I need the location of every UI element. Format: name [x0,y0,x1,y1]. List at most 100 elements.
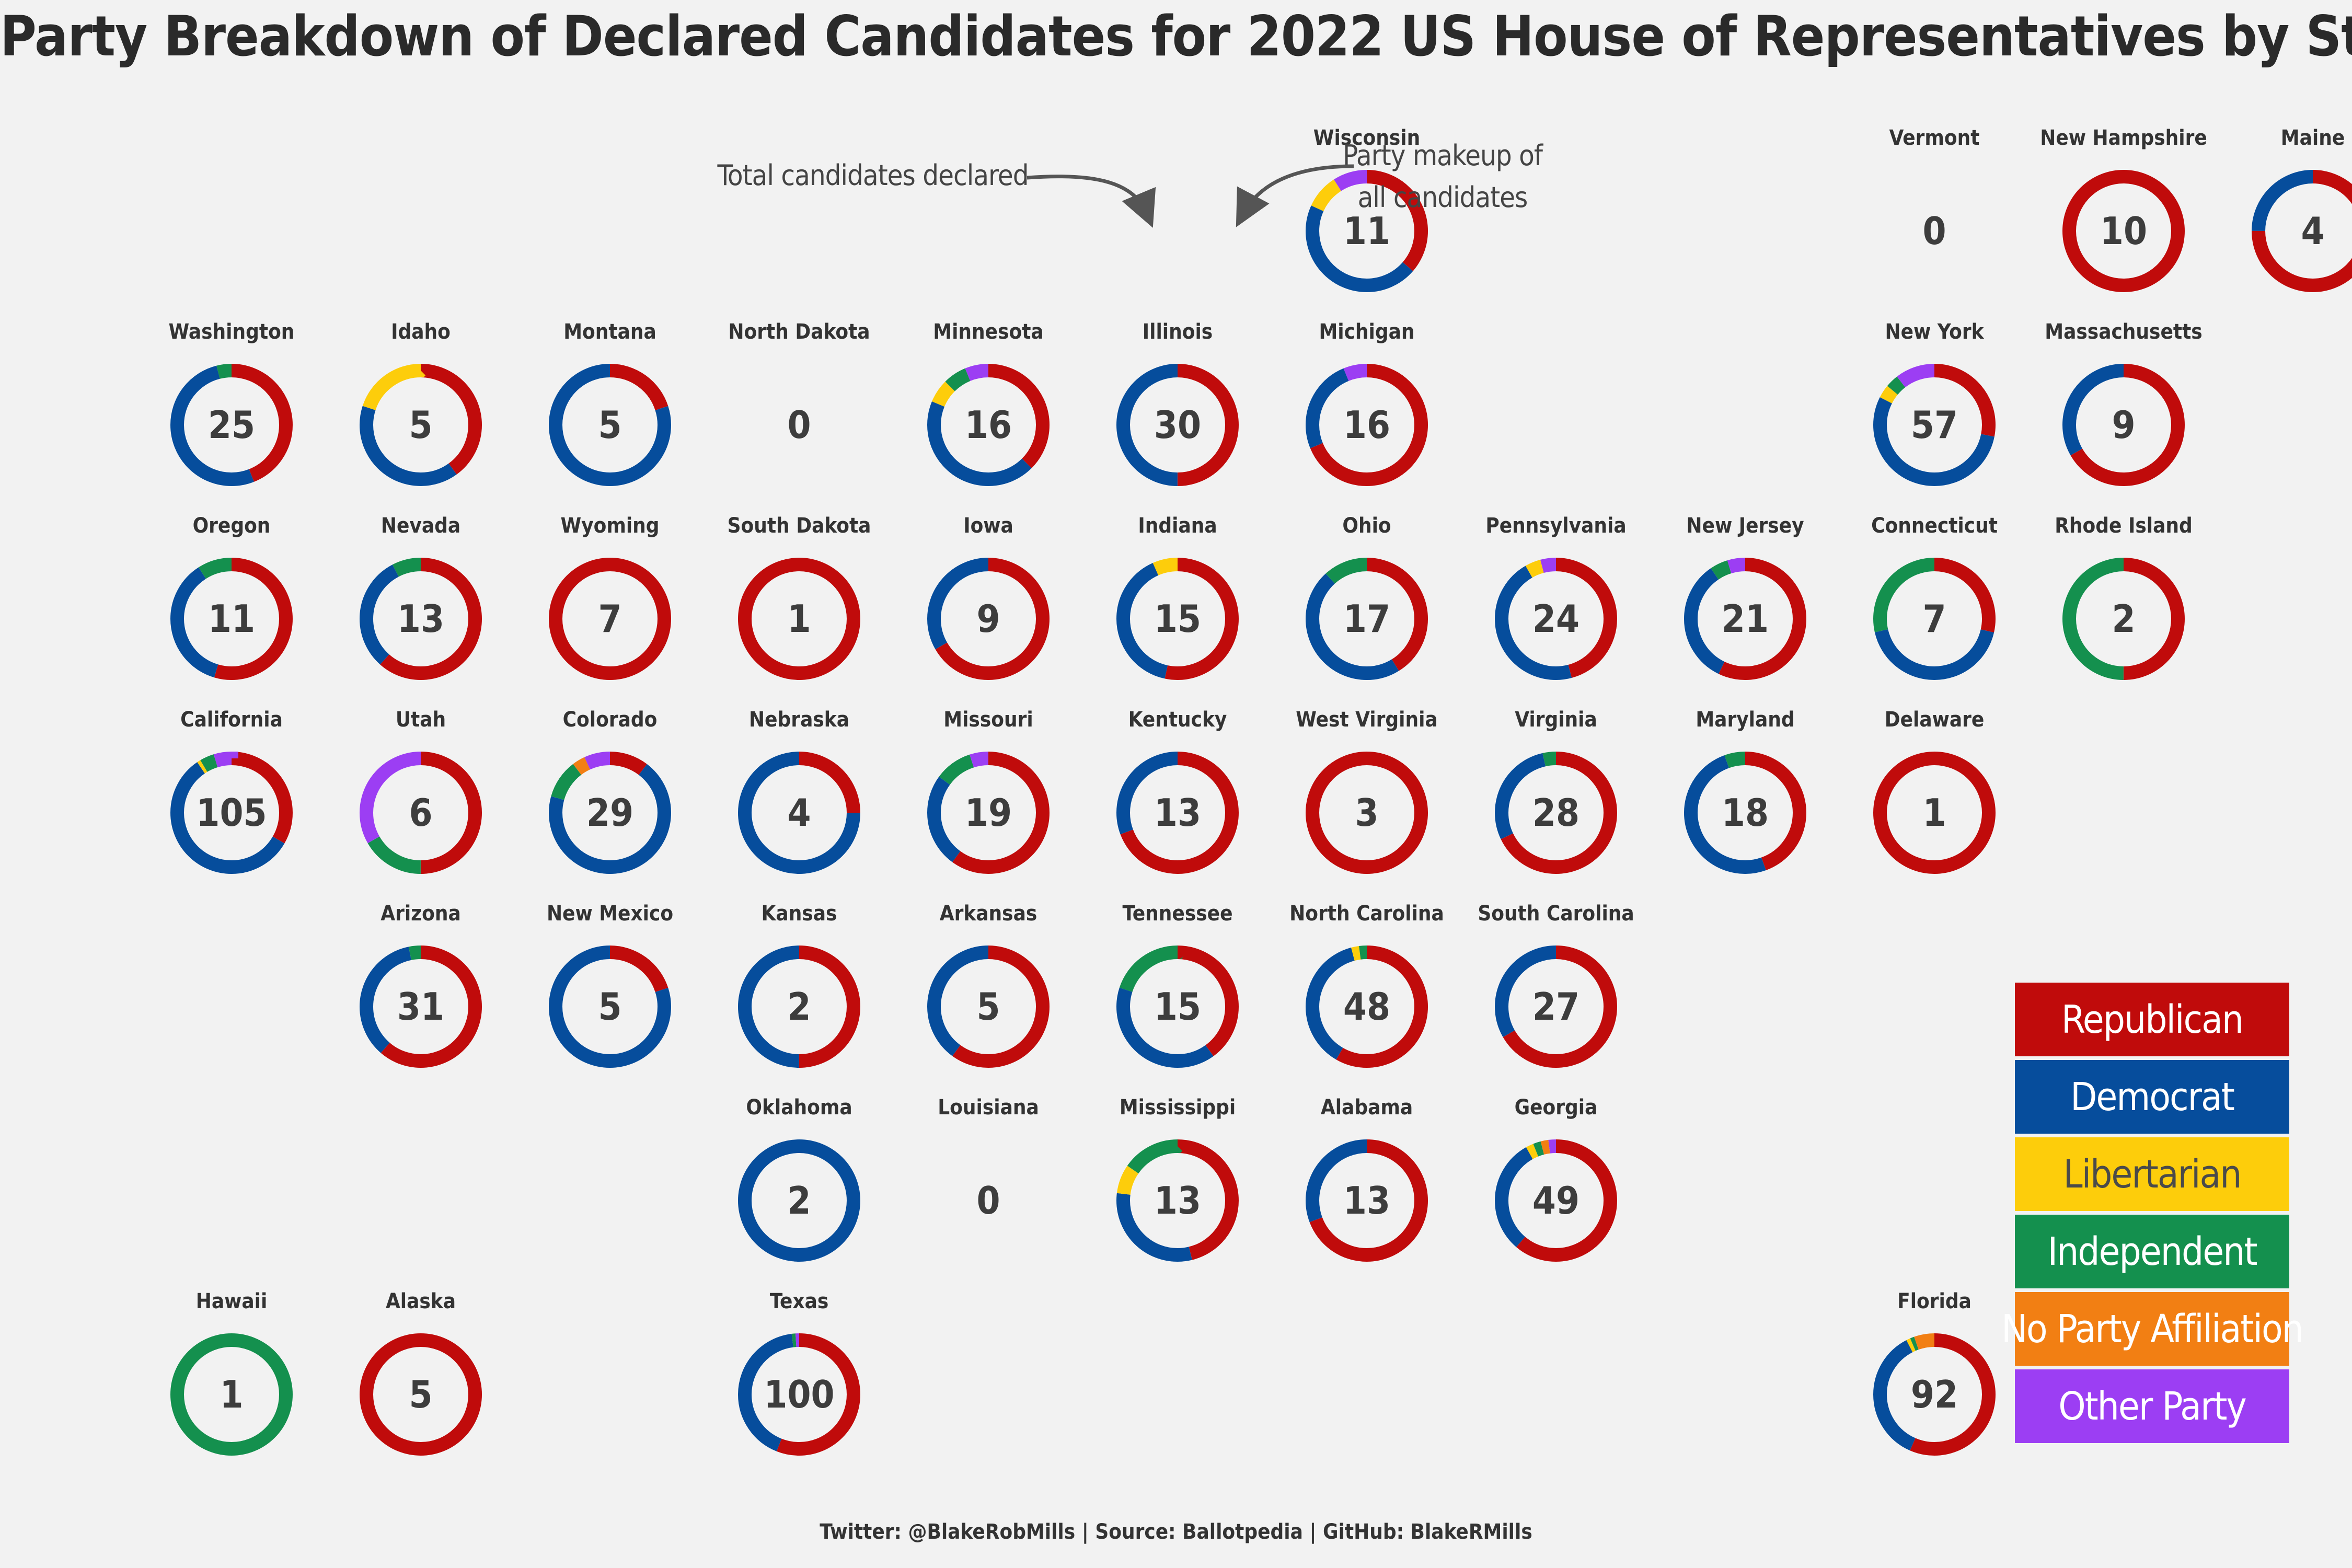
state-nebraska: Nebraska 4 [738,708,860,874]
state-label: Michigan [1319,320,1414,344]
state-total: 3 [1355,791,1378,835]
footer-credits: Twitter: @BlakeRobMills | Source: Ballot… [820,1520,1532,1544]
state-label: Pennsylvania [1485,514,1626,538]
state-label: West Virginia [1296,708,1437,732]
state-total: 11 [208,597,255,641]
state-label: Alaska [386,1289,456,1313]
state-total: 92 [1911,1373,1958,1416]
donut-segment-democrat [1306,946,1428,1068]
state-new-hampshire: New Hampshire 10 [2040,126,2207,292]
state-total: 7 [598,597,621,641]
state-total: 25 [208,403,255,447]
state-virginia: Virginia 28 [1495,708,1617,874]
state-utah: Utah 6 [360,708,482,874]
donut-segment-republican [2062,170,2185,292]
donut-segment-democrat [1495,946,1617,1068]
state-delaware: Delaware 1 [1873,708,1996,874]
state-oregon: Oregon 11 [170,514,293,680]
state-tennessee: Tennessee 15 [1116,902,1239,1068]
state-total: 1 [1922,791,1946,835]
state-label: Vermont [1889,126,1980,150]
state-total: 4 [787,791,811,835]
donut-segment-independent [360,558,482,680]
state-total: 30 [1154,403,1201,447]
state-total: 49 [1532,1179,1579,1223]
donut-segment-no-party-affiliation [1873,1333,1996,1456]
state-label: Tennessee [1123,902,1233,926]
donut-segment-other-party [1495,1139,1617,1262]
state-washington: Washington 25 [169,320,294,486]
state-north-carolina: North Carolina 48 [1289,902,1444,1068]
state-label: North Dakota [728,320,870,344]
state-ohio: Ohio 17 [1306,514,1428,680]
state-vermont: Vermont 0 [1889,126,1980,253]
state-total: 11 [1343,209,1390,253]
state-new-york: New York 57 [1873,320,1996,486]
state-total: 10 [2100,209,2147,253]
state-label: New Hampshire [2040,126,2207,150]
donut-segment-democrat [360,364,482,486]
state-total: 16 [1343,403,1390,447]
state-label: Illinois [1143,320,1213,344]
legend: Republican Democrat Libertarian Independent… [2001,983,2304,1447]
state-total: 2 [2112,597,2135,641]
donut-segment-democrat [1116,364,1239,486]
donut-segment-independent [1306,946,1428,1068]
legend-item-democrat: Democrat [2015,1060,2289,1134]
state-label: Montana [563,320,656,344]
annotation-party-makeup-line1: Party makeup of [1343,139,1543,172]
donut-segment-independent [360,946,482,1068]
annotation-total-candidates: Total candidates declared [717,159,1029,192]
donut-segment-democrat [1684,752,1806,874]
state-label: Connecticut [1871,514,1998,538]
state-label: Mississippi [1120,1096,1236,1120]
state-label: New Jersey [1686,514,1804,538]
legend-item-libertarian: Libertarian [2015,1137,2289,1211]
state-west-virginia: West Virginia 3 [1296,708,1438,874]
donut-segment-independent [1116,1139,1239,1262]
state-illinois: Illinois 30 [1116,320,1239,486]
state-montana: Montana 5 [549,320,671,486]
donut-segment-independent [1116,946,1239,1068]
donut-segment-democrat [170,752,293,874]
arrow-total [1027,175,1156,228]
state-label: Colorado [563,708,658,732]
state-total: 13 [1343,1179,1390,1223]
state-label: Wisconsin [1313,126,1421,150]
donut-segment-democrat [1495,558,1617,680]
donut-segment-other-party [927,752,1050,874]
state-oklahoma: Oklahoma 2 [738,1096,860,1262]
donut-segment-democrat [549,752,671,874]
state-texas: Texas 100 [738,1289,860,1456]
state-label: Nebraska [749,708,849,732]
state-north-dakota: North Dakota 0 [728,320,870,447]
donut-segment-democrat [1495,752,1617,874]
state-florida: Florida 92 [1873,1289,1996,1456]
donut-segment-independent [1495,752,1617,874]
state-label: Missouri [943,708,1033,732]
state-alabama: Alabama 13 [1306,1096,1428,1262]
donut-segment-democrat [170,364,293,486]
state-total: 1 [220,1373,243,1416]
donut-segment-democrat [360,946,482,1068]
state-wyoming: Wyoming 7 [549,514,671,680]
state-total: 0 [787,403,811,447]
donut-segment-republican [360,1333,482,1456]
state-massachusetts: Massachusetts 9 [2045,320,2203,486]
state-label: Wyoming [560,514,659,538]
arrow-party-makeup [1236,164,1354,227]
donut-segment-democrat [1306,364,1428,486]
state-total: 7 [1922,597,1946,641]
donut-segment-democrat [1495,1139,1617,1262]
state-alaska: Alaska 5 [360,1289,482,1456]
donut-segment-other-party [927,364,1050,486]
state-total: 57 [1911,403,1958,447]
state-wisconsin: Wisconsin 11 [1306,126,1428,292]
state-label: Ohio [1342,514,1391,538]
state-label: Nevada [381,514,460,538]
donut-segment-democrat [1116,1139,1239,1262]
state-total: 24 [1532,597,1579,641]
state-label: Kansas [762,902,837,926]
state-total: 0 [976,1179,1000,1223]
state-total: 31 [397,985,444,1029]
